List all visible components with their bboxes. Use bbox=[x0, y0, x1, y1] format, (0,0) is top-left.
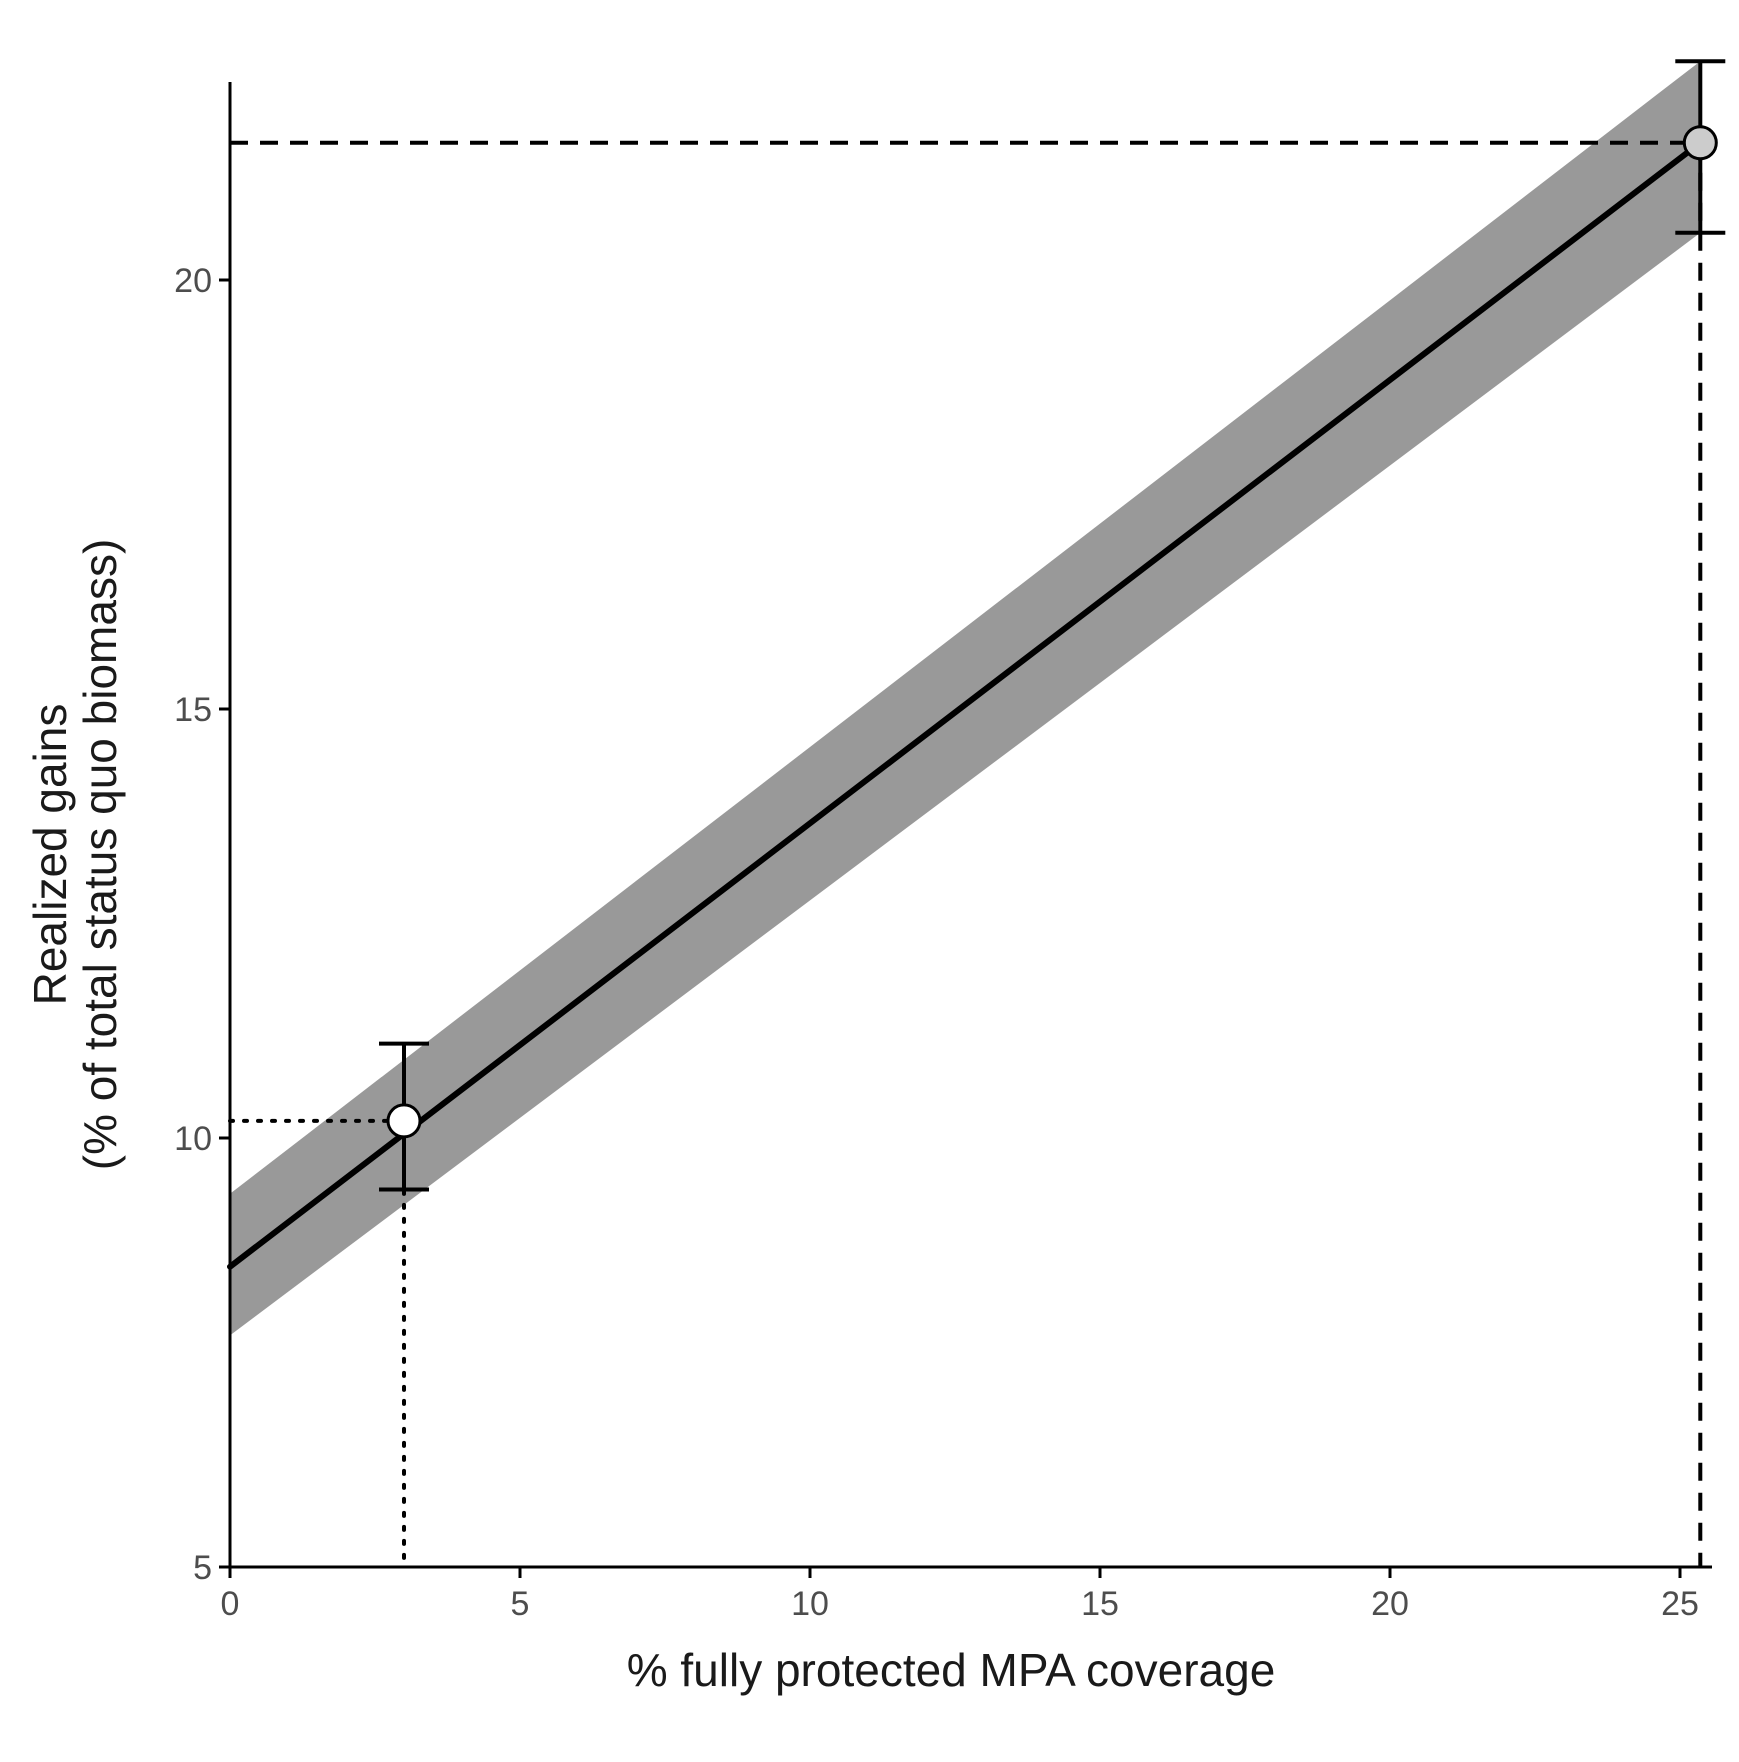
x-axis-title: % fully protected MPA coverage bbox=[627, 1644, 1276, 1696]
y-axis-title-line-1: Realized gains bbox=[24, 704, 76, 1006]
y-tick-label: 10 bbox=[174, 1120, 212, 1158]
data-point bbox=[386, 1103, 422, 1139]
x-tick-label: 20 bbox=[1371, 1585, 1409, 1623]
y-tick-label: 5 bbox=[193, 1549, 212, 1587]
points-layer bbox=[379, 59, 1726, 1192]
confidence-ribbon bbox=[230, 61, 1701, 1336]
x-tick-label: 0 bbox=[221, 1585, 240, 1623]
trend-line bbox=[227, 139, 1704, 1270]
y-axis-title-line-2: (% of total status quo biomass) bbox=[74, 539, 126, 1171]
x-tick-label: 5 bbox=[511, 1585, 530, 1623]
x-tick-label: 15 bbox=[1081, 1585, 1119, 1623]
trend-line-layer bbox=[227, 139, 1704, 1270]
y-tick-label: 20 bbox=[174, 262, 212, 300]
confidence-ribbon-layer bbox=[230, 61, 1701, 1336]
x-tick-label: 25 bbox=[1661, 1585, 1699, 1623]
reference-guides-layer bbox=[228, 140, 1703, 1569]
data-point bbox=[1682, 125, 1718, 161]
x-tick-label: 10 bbox=[791, 1585, 829, 1623]
y-tick-label: 15 bbox=[174, 691, 212, 729]
